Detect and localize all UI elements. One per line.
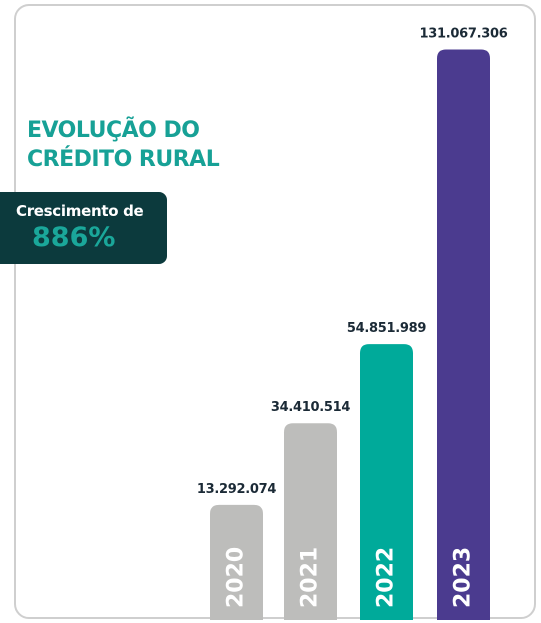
value-label: 34.410.514: [271, 400, 350, 415]
x-tick-label: 2023: [451, 547, 476, 608]
badge-value: 886%: [32, 222, 116, 253]
bar: [210, 504, 263, 620]
value-label: 54.851.989: [347, 321, 426, 336]
growth-badge: Crescimento de 886%: [0, 192, 167, 264]
value-label: 13.292.074: [197, 482, 276, 497]
frame: [14, 4, 536, 619]
bar: [437, 49, 490, 620]
badge-label: Crescimento de: [16, 202, 144, 220]
chart-title: EVOLUÇÃO DO CRÉDITO RURAL: [27, 118, 220, 172]
x-tick-label: 2021: [298, 547, 323, 608]
x-tick-label: 2022: [374, 547, 399, 608]
value-label: 131.067.306: [420, 27, 508, 42]
bar: [360, 344, 413, 620]
bar: [284, 423, 337, 620]
x-tick-label: 2020: [224, 547, 249, 608]
